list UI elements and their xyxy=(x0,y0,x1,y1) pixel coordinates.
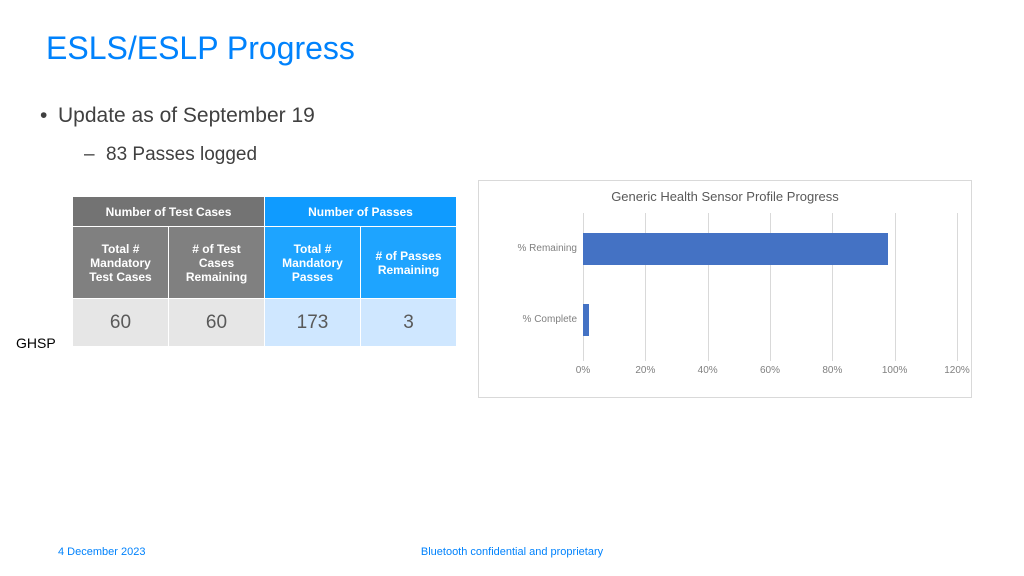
chart-x-label: 20% xyxy=(635,365,655,376)
chart-x-label: 60% xyxy=(760,365,780,376)
chart-bar xyxy=(583,304,589,336)
table-cell: 60 xyxy=(73,299,169,347)
table-top-header: Number of Passes xyxy=(265,197,457,227)
chart-bar xyxy=(583,233,888,265)
chart-x-label: 40% xyxy=(698,365,718,376)
chart-plot: 0%20%40%60%80%100%120%% Remaining% Compl… xyxy=(583,213,957,361)
table-cell: 173 xyxy=(265,299,361,347)
table-sub-header: # of Test Cases Remaining xyxy=(169,227,265,299)
chart-x-label: 80% xyxy=(822,365,842,376)
progress-chart: Generic Health Sensor Profile Progress 0… xyxy=(478,180,972,398)
table-row-label: GHSP xyxy=(16,335,56,351)
table-cell: 3 xyxy=(361,299,457,347)
table-sub-header: Total # Mandatory Test Cases xyxy=(73,227,169,299)
slide-title: ESLS/ESLP Progress xyxy=(46,30,355,67)
chart-x-label: 100% xyxy=(882,365,908,376)
table-top-header: Number of Test Cases xyxy=(73,197,265,227)
table-cell: 60 xyxy=(169,299,265,347)
footer-confidential: Bluetooth confidential and proprietary xyxy=(0,546,1024,558)
slide: ESLS/ESLP Progress Update as of Septembe… xyxy=(0,0,1024,576)
chart-title: Generic Health Sensor Profile Progress xyxy=(479,189,971,204)
chart-x-label: 120% xyxy=(944,365,970,376)
table-sub-header: Total # Mandatory Passes xyxy=(265,227,361,299)
table-sub-header: # of Passes Remaining xyxy=(361,227,457,299)
bullet-sub: 83 Passes logged xyxy=(106,144,257,166)
chart-y-label: % Complete xyxy=(497,314,577,325)
progress-table: Number of Test Cases Number of Passes To… xyxy=(72,196,457,347)
chart-y-label: % Remaining xyxy=(497,243,577,254)
bullet-main: Update as of September 19 xyxy=(58,104,315,128)
chart-x-label: 0% xyxy=(576,365,590,376)
